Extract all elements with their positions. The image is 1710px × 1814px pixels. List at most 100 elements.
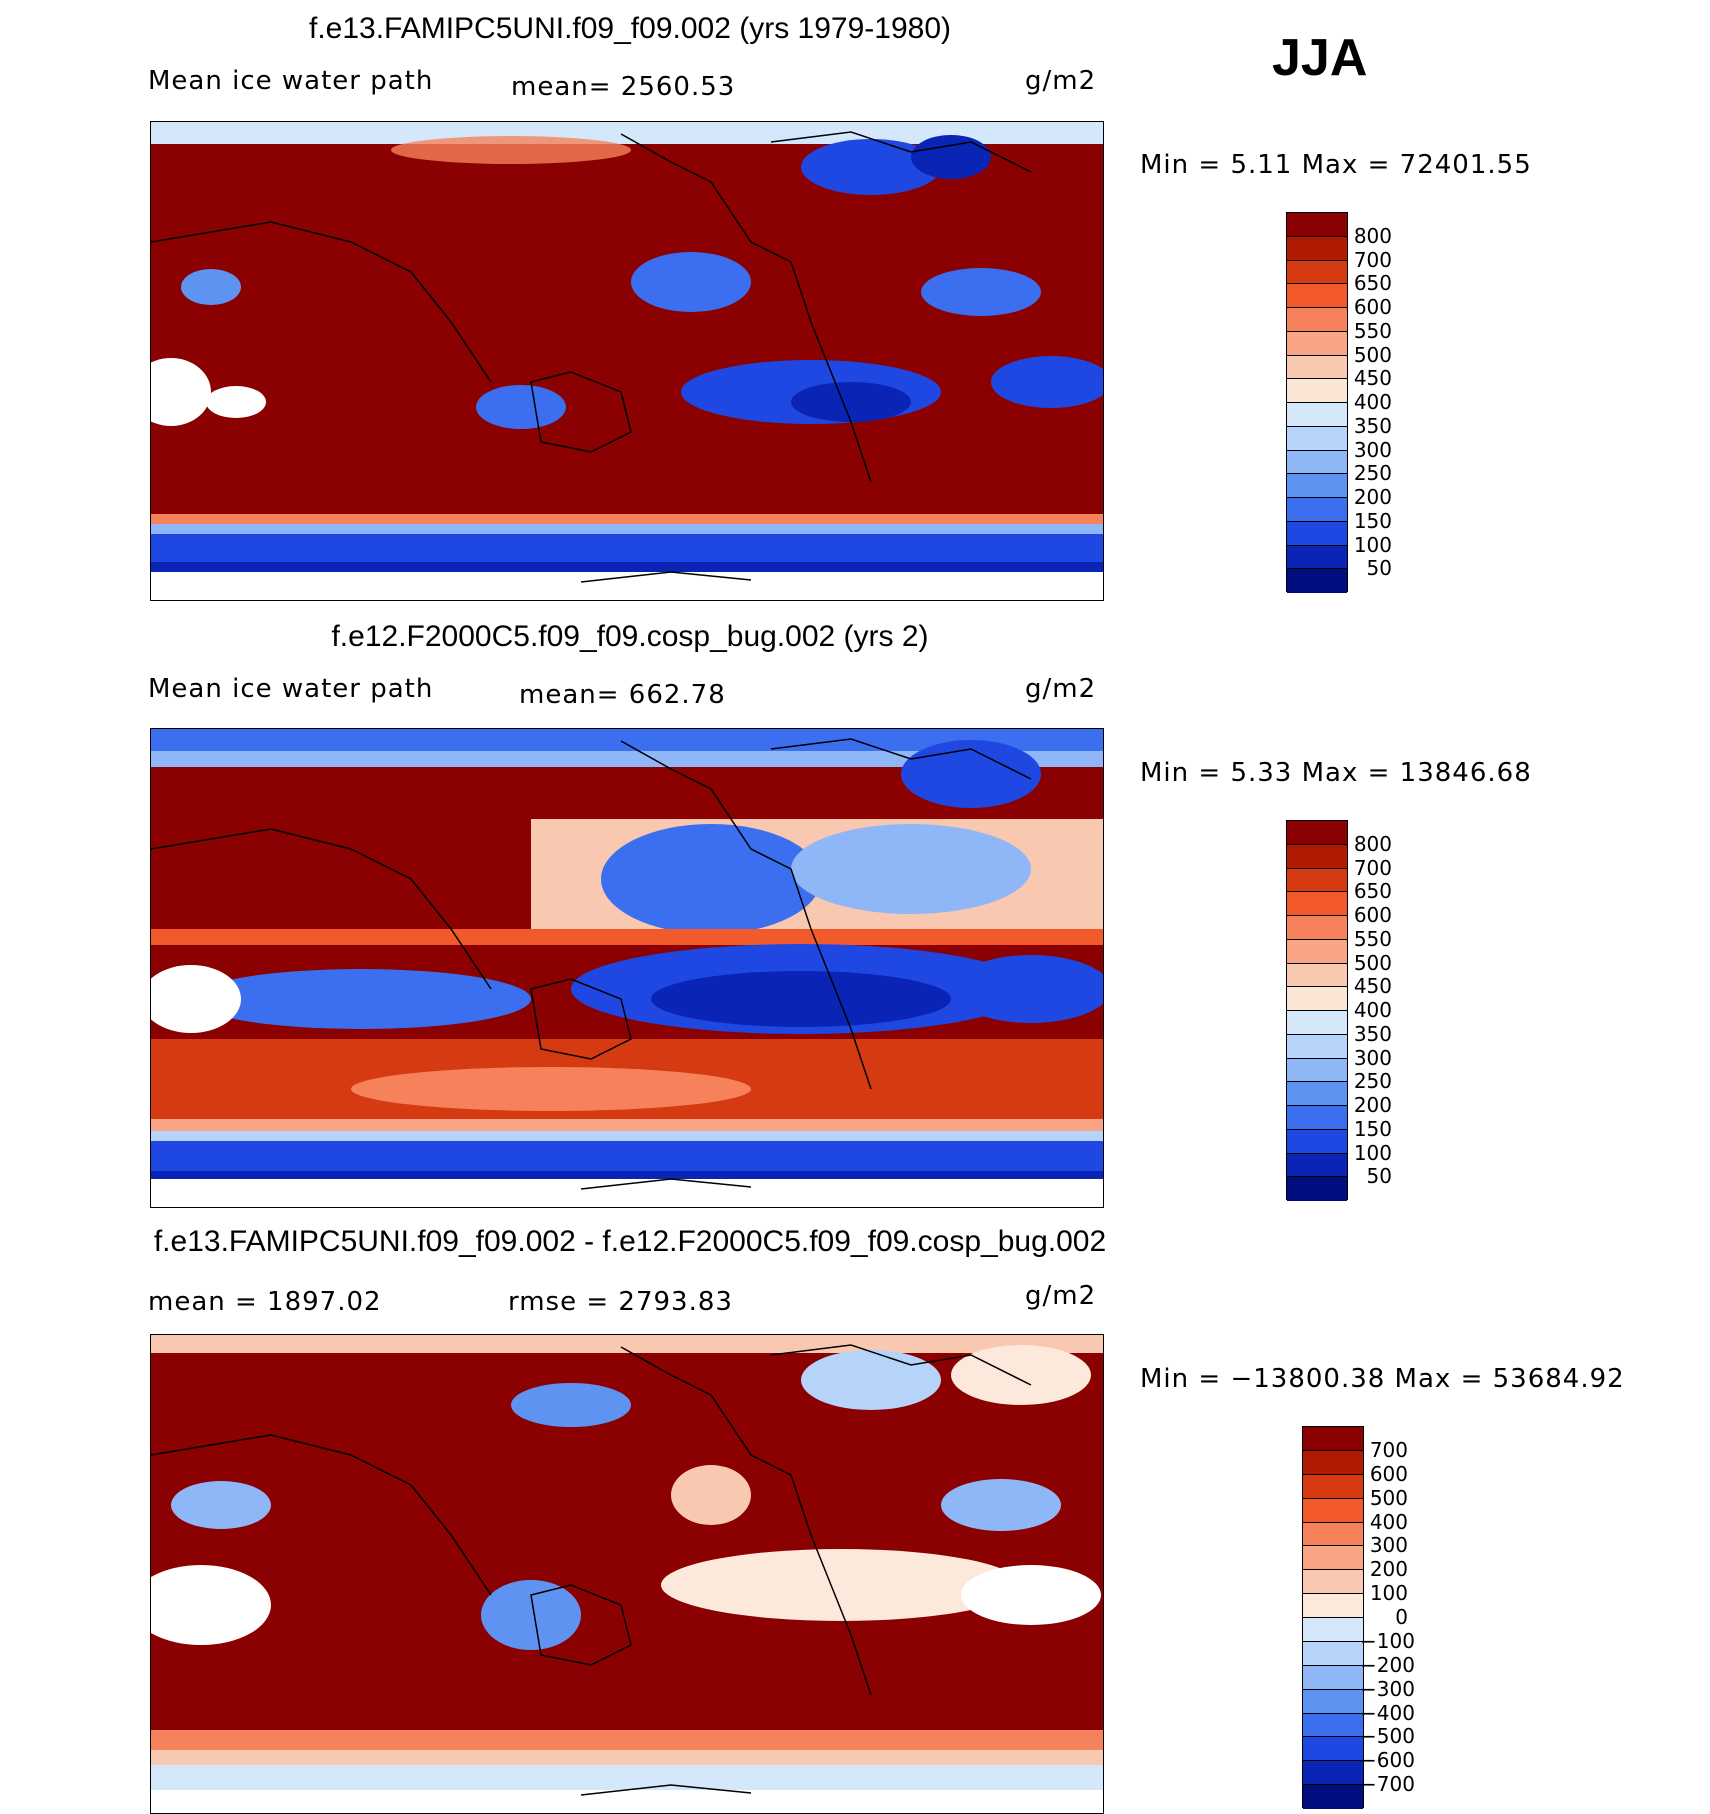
colorbar-segment (1287, 213, 1347, 237)
colorbar-tick-label: −200 (1360, 1652, 1415, 1677)
colorbar-segment (1287, 1129, 1347, 1154)
colorbar-tick-label: −500 (1360, 1724, 1415, 1749)
colorbar-tick-label: 700 (1369, 1437, 1408, 1462)
panel-1-heatmap (151, 122, 1103, 600)
panel-1-variable-label: Mean ice water path (148, 66, 434, 96)
colorbar-segment (1287, 498, 1347, 522)
panel-2-variable-label: Mean ice water path (148, 674, 434, 704)
colorbar-segment (1287, 308, 1347, 332)
panel-1-minmax: Min = 5.11 Max = 72401.55 (1140, 150, 1532, 180)
panel-1-units: g/m2 (1025, 66, 1097, 96)
colorbar-segment (1303, 1618, 1363, 1642)
colorbar-tick-label: −300 (1360, 1676, 1415, 1701)
colorbar-tick-label: 700 (1353, 855, 1392, 880)
colorbar-segment (1303, 1570, 1363, 1595)
colorbar-segment (1287, 1106, 1347, 1130)
colorbar-segment (1287, 939, 1347, 964)
colorbar-segment (1287, 868, 1347, 893)
colorbar-tick-label: 50 (1366, 1164, 1392, 1189)
colorbar-segment (1303, 1713, 1363, 1738)
panel-1-colorbar (1286, 212, 1348, 593)
colorbar-tick-label: 150 (1353, 508, 1392, 533)
colorbar-tick-label: 400 (1353, 998, 1392, 1022)
colorbar-segment (1303, 1665, 1363, 1690)
colorbar-segment (1303, 1427, 1363, 1451)
panel-2-minmax: Min = 5.33 Max = 13846.68 (1140, 758, 1532, 788)
colorbar-tick-label: 500 (1353, 342, 1392, 367)
panel-3-colorbar (1302, 1426, 1364, 1809)
colorbar-tick-label: 600 (1353, 295, 1392, 319)
colorbar-tick-label: 550 (1353, 318, 1392, 343)
colorbar-segment (1287, 1177, 1347, 1201)
panel-2-map (150, 728, 1104, 1208)
colorbar-tick-label: 350 (1353, 1021, 1392, 1046)
colorbar-tick-label: 300 (1353, 1045, 1392, 1070)
colorbar-tick-label: 0 (1395, 1605, 1408, 1629)
colorbar-segment (1303, 1785, 1363, 1809)
season-label: JJA (1272, 29, 1368, 87)
colorbar-segment (1287, 331, 1347, 356)
colorbar-segment (1303, 1498, 1363, 1523)
panel-3-rmse-label: rmse = 2793.83 (508, 1287, 733, 1317)
colorbar-tick-label: 500 (1369, 1485, 1408, 1510)
colorbar-tick-label: 300 (1369, 1533, 1408, 1558)
colorbar-segment (1287, 1011, 1347, 1035)
colorbar-tick-label: 600 (1353, 903, 1392, 927)
colorbar-tick-label: 200 (1353, 485, 1392, 509)
colorbar-segment (1303, 1474, 1363, 1499)
colorbar-tick-label: 350 (1353, 413, 1392, 438)
panel-2-units: g/m2 (1025, 674, 1097, 704)
panel-3-heatmap (151, 1335, 1103, 1813)
colorbar-tick-label: −700 (1360, 1772, 1415, 1797)
colorbar-segment (1303, 1689, 1363, 1714)
colorbar-tick-label: 650 (1353, 879, 1392, 904)
colorbar-tick-label: 700 (1353, 247, 1392, 272)
colorbar-tick-label: 200 (1353, 1093, 1392, 1117)
colorbar-tick-label: 400 (1353, 390, 1392, 414)
colorbar-tick-label: 150 (1353, 1116, 1392, 1141)
colorbar-segment (1287, 236, 1347, 261)
colorbar-segment (1303, 1522, 1363, 1547)
colorbar-segment (1303, 1546, 1363, 1571)
colorbar-segment (1287, 916, 1347, 940)
colorbar-segment (1287, 521, 1347, 546)
colorbar-segment (1287, 284, 1347, 308)
colorbar-segment (1303, 1594, 1363, 1618)
colorbar-tick-label: 400 (1369, 1509, 1408, 1534)
panel-1-title: f.e13.FAMIPC5UNI.f09_f09.002 (yrs 1979-1… (308, 12, 951, 45)
panel-3-title: f.e13.FAMIPC5UNI.f09_f09.002 - f.e12.F20… (153, 1225, 1107, 1258)
panel-3-units: g/m2 (1025, 1281, 1097, 1311)
colorbar-tick-label: 600 (1369, 1461, 1408, 1486)
colorbar-segment (1287, 355, 1347, 380)
panel-2-mean-label: mean= 662.78 (519, 680, 726, 710)
colorbar-segment (1287, 821, 1347, 845)
colorbar-tick-label: 250 (1353, 1069, 1392, 1094)
colorbar-segment (1287, 987, 1347, 1011)
colorbar-tick-label: 200 (1369, 1557, 1408, 1582)
colorbar-segment (1287, 426, 1347, 451)
colorbar-segment (1287, 545, 1347, 570)
colorbar-segment (1287, 1034, 1347, 1059)
colorbar-segment (1287, 963, 1347, 988)
colorbar-tick-label: 100 (1353, 532, 1392, 557)
colorbar-tick-label: 800 (1353, 223, 1392, 248)
colorbar-tick-label: 450 (1353, 974, 1392, 999)
colorbar-segment (1287, 844, 1347, 869)
colorbar-segment (1287, 260, 1347, 285)
panel-1-mean-label: mean= 2560.53 (511, 72, 736, 102)
colorbar-tick-label: −600 (1360, 1748, 1415, 1773)
colorbar-tick-label: 500 (1353, 950, 1392, 975)
panel-3-map (150, 1334, 1104, 1814)
panel-3-minmax: Min = −13800.38 Max = 53684.92 (1140, 1364, 1625, 1394)
colorbar-segment (1287, 379, 1347, 403)
colorbar-tick-label: 550 (1353, 926, 1392, 951)
colorbar-tick-label: 250 (1353, 461, 1392, 486)
panel-2-title: f.e12.F2000C5.f09_f09.cosp_bug.002 (yrs … (331, 620, 929, 653)
colorbar-segment (1287, 450, 1347, 475)
colorbar-segment (1287, 569, 1347, 593)
colorbar-segment (1303, 1737, 1363, 1762)
colorbar-segment (1287, 1153, 1347, 1178)
colorbar-segment (1287, 474, 1347, 498)
colorbar-tick-label: 450 (1353, 366, 1392, 391)
colorbar-segment (1303, 1641, 1363, 1666)
